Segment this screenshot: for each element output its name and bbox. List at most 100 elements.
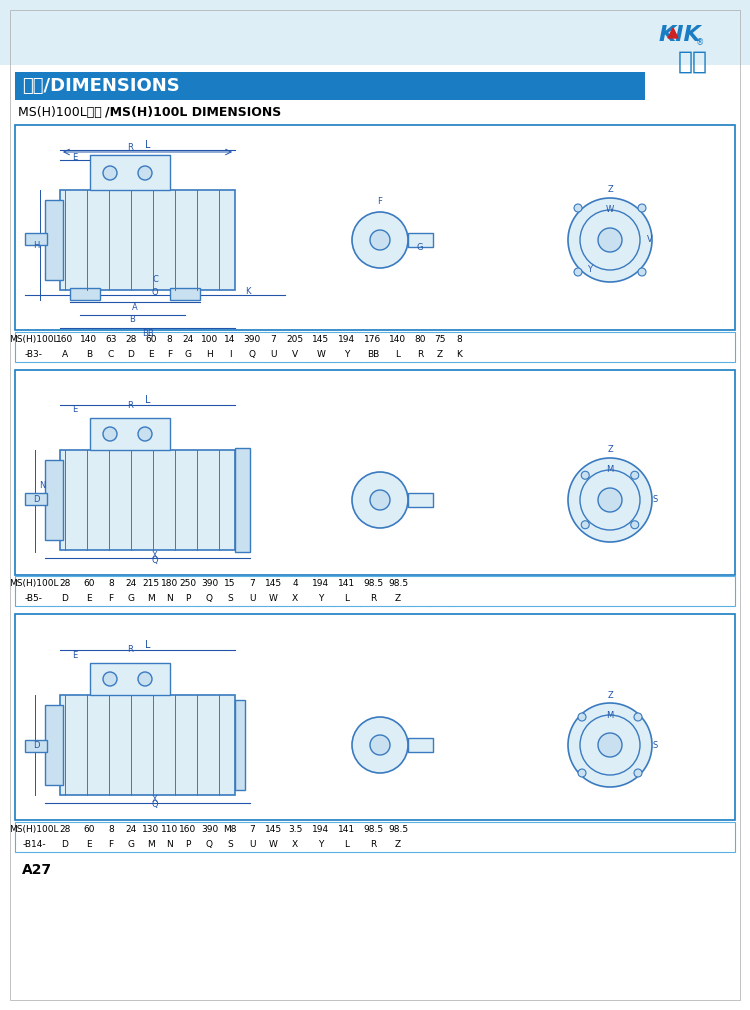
Text: 75: 75 — [434, 335, 445, 344]
Text: E: E — [72, 405, 78, 414]
Text: 24: 24 — [125, 825, 136, 834]
Text: 7: 7 — [271, 335, 276, 344]
Circle shape — [568, 703, 652, 787]
Circle shape — [370, 230, 390, 250]
Circle shape — [568, 458, 652, 542]
Text: KIK: KIK — [658, 25, 701, 45]
Circle shape — [370, 490, 390, 510]
Text: 140: 140 — [80, 335, 98, 344]
Bar — [15, 576, 735, 606]
Text: 60: 60 — [83, 825, 94, 834]
Bar — [90, 155, 170, 190]
Bar — [90, 663, 170, 695]
Circle shape — [574, 204, 582, 212]
Text: X: X — [152, 550, 157, 560]
Circle shape — [568, 198, 652, 282]
Text: -B5-: -B5- — [25, 594, 43, 603]
Text: BB: BB — [142, 328, 154, 337]
Text: A: A — [62, 350, 68, 359]
Text: M: M — [606, 710, 613, 719]
Text: 145: 145 — [265, 579, 282, 588]
Text: 194: 194 — [313, 825, 329, 834]
Text: 60: 60 — [146, 335, 157, 344]
Text: X: X — [292, 594, 298, 603]
Text: 4: 4 — [292, 579, 298, 588]
Text: K: K — [245, 288, 250, 297]
Circle shape — [581, 521, 590, 529]
Text: E: E — [72, 153, 78, 162]
Text: M: M — [606, 466, 613, 475]
Circle shape — [138, 427, 152, 441]
Text: 100: 100 — [201, 335, 218, 344]
Text: R: R — [417, 350, 423, 359]
Text: 145: 145 — [265, 825, 282, 834]
Text: 98.5: 98.5 — [363, 825, 383, 834]
Bar — [25, 233, 47, 245]
Text: 7: 7 — [249, 825, 255, 834]
Bar — [45, 460, 63, 540]
Bar — [60, 450, 235, 550]
Text: L: L — [344, 840, 350, 849]
Text: 紫光: 紫光 — [678, 50, 708, 74]
Text: P: P — [185, 840, 190, 849]
Text: 215: 215 — [142, 579, 160, 588]
Text: F: F — [109, 594, 113, 603]
Bar — [90, 418, 170, 450]
Text: 8: 8 — [456, 335, 462, 344]
Text: G: G — [417, 243, 423, 252]
Text: Z: Z — [395, 840, 401, 849]
Text: 140: 140 — [389, 335, 406, 344]
Circle shape — [638, 204, 646, 212]
Circle shape — [638, 268, 646, 276]
Bar — [18, 127, 734, 328]
Bar — [15, 370, 735, 575]
Text: 141: 141 — [338, 825, 356, 834]
Text: D: D — [62, 840, 68, 849]
Text: 194: 194 — [338, 335, 356, 344]
Text: 176: 176 — [364, 335, 382, 344]
Text: H: H — [206, 350, 213, 359]
Bar — [18, 372, 734, 573]
Text: MS(H)100L: MS(H)100L — [9, 579, 58, 588]
Text: R: R — [370, 594, 376, 603]
Text: Z: Z — [608, 445, 613, 455]
Circle shape — [598, 488, 622, 512]
Text: G: G — [184, 350, 191, 359]
Circle shape — [138, 166, 152, 180]
Text: 160: 160 — [56, 335, 74, 344]
Bar — [25, 740, 47, 752]
Text: MS(H)100L: MS(H)100L — [9, 825, 58, 834]
Text: 15: 15 — [224, 579, 236, 588]
Text: V: V — [292, 350, 298, 359]
Bar — [235, 448, 250, 552]
Circle shape — [578, 713, 586, 721]
Text: Y: Y — [587, 266, 592, 275]
Text: K: K — [456, 350, 462, 359]
Text: MS(H)100L尺寸: MS(H)100L尺寸 — [18, 105, 106, 118]
Text: Q: Q — [152, 801, 158, 809]
Text: W: W — [269, 840, 278, 849]
Circle shape — [578, 769, 586, 777]
Text: B: B — [86, 350, 92, 359]
Text: S: S — [227, 840, 232, 849]
Text: 98.5: 98.5 — [388, 579, 408, 588]
Text: MS(H)100L: MS(H)100L — [9, 335, 58, 344]
Text: N: N — [166, 594, 172, 603]
Text: L: L — [146, 140, 151, 150]
Text: S: S — [227, 594, 232, 603]
Text: Q: Q — [152, 556, 158, 565]
Text: Q: Q — [206, 840, 213, 849]
Text: X: X — [292, 840, 298, 849]
Text: 110: 110 — [160, 825, 178, 834]
Bar — [15, 332, 735, 362]
Text: 250: 250 — [179, 579, 196, 588]
Text: 28: 28 — [59, 825, 70, 834]
Text: F: F — [109, 840, 113, 849]
Text: Z: Z — [395, 594, 401, 603]
Text: Q: Q — [248, 350, 256, 359]
Text: P: P — [185, 594, 190, 603]
Text: 尺寸/DIMENSIONS: 尺寸/DIMENSIONS — [22, 77, 180, 95]
Bar — [408, 738, 433, 752]
Bar — [70, 288, 100, 300]
Circle shape — [581, 472, 590, 480]
